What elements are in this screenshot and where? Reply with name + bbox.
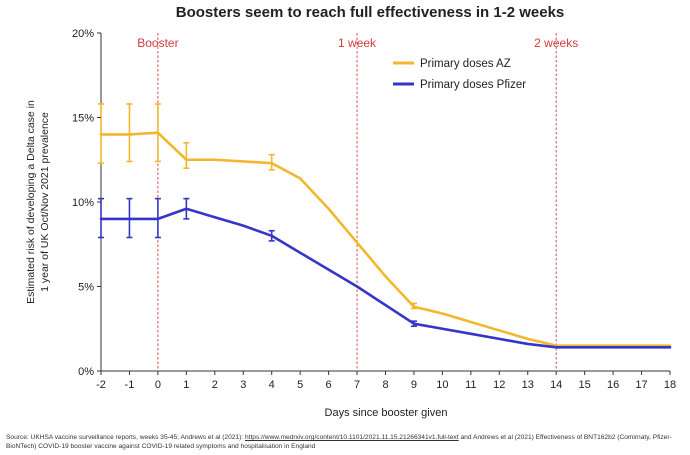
error-bar-pfizer — [410, 320, 417, 328]
chart-title: Boosters seem to reach full effectivenes… — [175, 4, 565, 21]
x-tick-label: 9 — [411, 379, 417, 391]
x-tick-label: 11 — [465, 379, 476, 391]
x-tick-label: 7 — [354, 379, 360, 391]
x-tick-label: 14 — [550, 379, 562, 391]
x-tick-label: 4 — [269, 379, 275, 391]
series-layer — [98, 103, 672, 349]
reference-line-label: 1 week — [338, 36, 377, 50]
x-tick-label: -2 — [96, 379, 106, 391]
error-bar-pfizer — [126, 197, 133, 239]
error-bar-az — [154, 103, 161, 163]
y-tick-label: 15% — [72, 113, 94, 125]
error-bar-pfizer — [98, 197, 104, 239]
legend-label-az: Primary doses AZ — [420, 58, 511, 70]
reference-line-label: Booster — [137, 36, 178, 50]
x-tick-label: 8 — [382, 379, 388, 391]
series-pfizer — [98, 197, 672, 349]
error-bar-pfizer — [268, 229, 275, 242]
y-tick-label: 10% — [72, 197, 94, 209]
legend-label-pfizer: Primary doses Pfizer — [420, 79, 526, 91]
y-tick-label: 0% — [78, 366, 94, 378]
error-bar-pfizer — [183, 197, 190, 220]
reference-line-label: 2 weeks — [534, 36, 578, 50]
y-axis-label-line-1: Estimated risk of developing a Delta cas… — [25, 100, 37, 304]
x-axis-ticks: -2 -1 0 1 2 3 4 5 6 7 8 9 10 11 12 13 14 15 16 17 18 — [96, 371, 676, 391]
x-tick-label: 6 — [326, 379, 332, 391]
source-note: Source: UKHSA vaccine surveillance repor… — [6, 433, 686, 451]
x-tick-label: 3 — [240, 379, 246, 391]
x-tick-label: 18 — [664, 379, 676, 391]
y-axis-ticks: 0% 5% 10% 15% 20% — [72, 28, 101, 378]
x-tick-label: 13 — [522, 379, 534, 391]
legend: Primary doses AZ Primary doses Pfizer — [393, 58, 526, 91]
x-tick-label: 5 — [297, 379, 303, 391]
x-tick-label: 2 — [212, 379, 218, 391]
series-az — [98, 103, 672, 347]
x-tick-label: 12 — [493, 379, 505, 391]
error-bar-az — [126, 103, 133, 163]
series-line-pfizer — [99, 207, 672, 349]
x-tick-label: 16 — [607, 379, 619, 391]
source-text-1: Source: UKHSA vaccine surveillance repor… — [6, 434, 245, 441]
source-text-2: and Andrews et al (2021) Effectiveness o… — [6, 434, 672, 450]
series-line-az — [99, 131, 672, 347]
y-tick-label: 20% — [72, 28, 94, 40]
error-bar-az — [98, 103, 104, 164]
x-tick-label: 1 — [183, 379, 189, 391]
y-axis-label-line-2: 1 year of UK Oct/Nov 2021 prevalence — [39, 112, 51, 292]
error-bar-pfizer — [154, 197, 161, 239]
x-tick-label: -1 — [125, 379, 135, 391]
x-tick-label: 15 — [579, 379, 591, 391]
x-tick-label: 0 — [155, 379, 161, 391]
error-bar-az — [268, 153, 275, 171]
y-tick-label: 5% — [78, 282, 94, 294]
x-axis-label: Days since booster given — [325, 407, 448, 419]
error-bar-az — [410, 302, 417, 310]
error-bar-az — [183, 142, 190, 169]
source-link[interactable]: https://www.medrxiv.org/content/10.1101/… — [244, 434, 459, 441]
x-tick-label: 17 — [635, 379, 647, 391]
x-tick-label: 10 — [436, 379, 448, 391]
